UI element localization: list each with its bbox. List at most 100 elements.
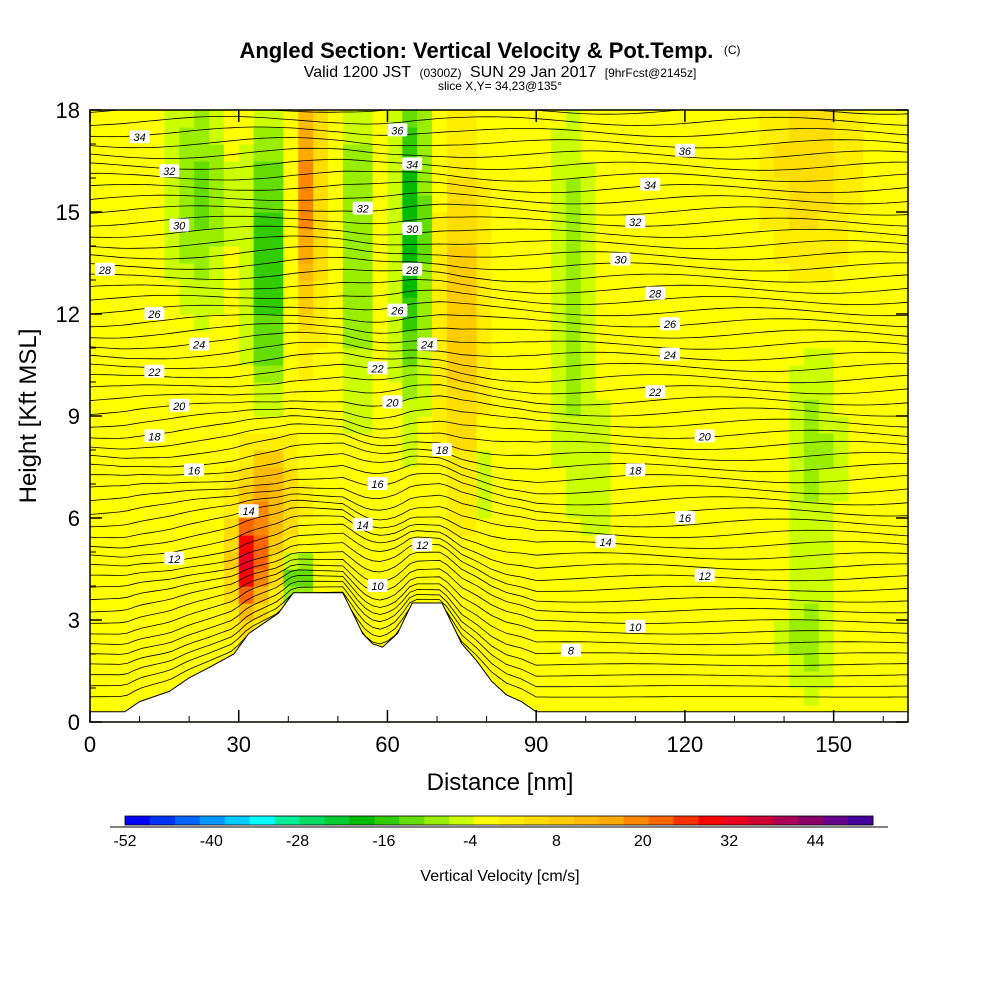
velocity-cell bbox=[595, 178, 612, 196]
velocity-cell bbox=[179, 161, 195, 179]
velocity-cell bbox=[774, 127, 790, 145]
velocity-cell bbox=[759, 433, 775, 451]
velocity-cell bbox=[551, 433, 567, 451]
velocity-cell bbox=[625, 229, 641, 247]
velocity-cell bbox=[208, 467, 225, 485]
velocity-cell bbox=[744, 416, 760, 434]
velocity-cell bbox=[536, 450, 552, 468]
velocity-cell bbox=[491, 331, 508, 349]
velocity-cell bbox=[476, 586, 493, 604]
velocity-cell bbox=[878, 535, 894, 553]
contour-label-text: 36 bbox=[679, 146, 692, 158]
velocity-cell bbox=[90, 620, 106, 638]
velocity-cell bbox=[744, 297, 760, 315]
velocity-cell bbox=[134, 586, 151, 604]
velocity-cell bbox=[253, 518, 270, 536]
velocity-cell bbox=[803, 654, 820, 672]
velocity-cell bbox=[417, 297, 433, 315]
velocity-cell bbox=[357, 603, 374, 621]
velocity-cell bbox=[714, 654, 731, 672]
velocity-cell bbox=[893, 263, 909, 281]
velocity-cell bbox=[461, 501, 478, 519]
velocity-cell bbox=[744, 144, 760, 162]
velocity-cell bbox=[491, 144, 508, 162]
velocity-cell bbox=[818, 399, 835, 417]
velocity-cell bbox=[268, 195, 284, 213]
velocity-cell bbox=[878, 552, 894, 570]
velocity-cell bbox=[149, 331, 165, 349]
velocity-cell bbox=[536, 552, 552, 570]
velocity-cell bbox=[134, 671, 151, 689]
velocity-cell bbox=[878, 246, 894, 264]
velocity-cell bbox=[164, 246, 180, 264]
velocity-cell bbox=[149, 518, 165, 536]
velocity-cell bbox=[521, 450, 537, 468]
contour-label: 16 bbox=[184, 463, 205, 477]
velocity-cell bbox=[521, 688, 537, 706]
isentrope-line bbox=[90, 363, 909, 384]
contour-label-bg bbox=[694, 429, 715, 443]
velocity-cell bbox=[759, 280, 775, 298]
velocity-cell bbox=[818, 110, 835, 128]
contour-label: 28 bbox=[94, 262, 115, 277]
velocity-cell bbox=[283, 229, 299, 247]
velocity-cell bbox=[506, 127, 522, 145]
velocity-cell bbox=[461, 161, 478, 179]
velocity-cell bbox=[789, 127, 805, 145]
velocity-cell bbox=[655, 263, 671, 281]
velocity-cell bbox=[342, 110, 359, 128]
velocity-cell bbox=[610, 314, 627, 332]
isentrope-line bbox=[89, 136, 909, 149]
velocity-cell bbox=[848, 382, 864, 400]
velocity-cell bbox=[551, 365, 567, 383]
velocity-cell bbox=[655, 331, 671, 349]
velocity-cell bbox=[714, 127, 731, 145]
velocity-cell bbox=[551, 178, 567, 196]
velocity-cell bbox=[268, 416, 284, 434]
velocity-cell bbox=[640, 144, 656, 162]
velocity-cell bbox=[818, 552, 835, 570]
velocity-cell bbox=[179, 603, 195, 621]
velocity-cell bbox=[565, 212, 582, 230]
velocity-cell bbox=[90, 144, 106, 162]
velocity-cell bbox=[833, 484, 850, 502]
velocity-cell bbox=[759, 586, 775, 604]
contour-label-bg bbox=[625, 463, 646, 477]
velocity-cell bbox=[417, 518, 433, 536]
velocity-cell bbox=[565, 314, 582, 332]
velocity-cell bbox=[179, 348, 195, 366]
velocity-cell bbox=[565, 229, 582, 247]
velocity-cell bbox=[134, 654, 151, 672]
velocity-cell bbox=[342, 433, 359, 451]
velocity-cell bbox=[521, 671, 537, 689]
velocity-cell bbox=[759, 637, 775, 655]
velocity-cell bbox=[313, 161, 329, 179]
velocity-cell bbox=[759, 671, 775, 689]
velocity-cell bbox=[104, 195, 121, 213]
velocity-cell bbox=[476, 331, 493, 349]
velocity-cell bbox=[595, 501, 612, 519]
velocity-cell bbox=[878, 178, 894, 196]
velocity-cell bbox=[610, 603, 627, 621]
velocity-cell bbox=[194, 586, 210, 604]
velocity-cell bbox=[610, 382, 627, 400]
velocity-cell bbox=[417, 110, 433, 128]
velocity-cell bbox=[803, 365, 820, 383]
velocity-cell bbox=[134, 603, 151, 621]
velocity-cell bbox=[595, 620, 612, 638]
velocity-cell bbox=[551, 535, 567, 553]
velocity-cell bbox=[789, 212, 805, 230]
velocity-cell bbox=[848, 263, 864, 281]
velocity-cell bbox=[536, 654, 552, 672]
x-tick-label: 30 bbox=[226, 732, 250, 757]
velocity-cell bbox=[446, 314, 463, 332]
contour-label: 10 bbox=[625, 619, 646, 634]
velocity-cell bbox=[90, 671, 106, 689]
velocity-cell bbox=[194, 127, 210, 145]
velocity-cell bbox=[491, 467, 508, 485]
velocity-cell bbox=[506, 382, 522, 400]
velocity-cell bbox=[789, 263, 805, 281]
velocity-cell bbox=[580, 382, 597, 400]
velocity-cell bbox=[565, 586, 582, 604]
velocity-cell bbox=[491, 450, 508, 468]
